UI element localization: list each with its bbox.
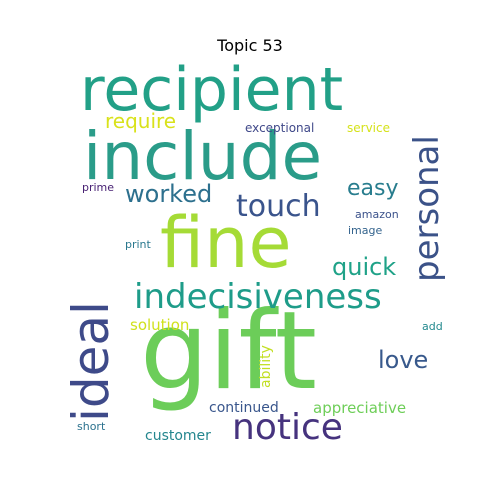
word-include: include — [83, 118, 323, 195]
word-short: short — [77, 420, 106, 433]
word-fine: fine — [160, 202, 292, 284]
word-print: print — [125, 238, 151, 251]
word-service: service — [347, 121, 390, 135]
word-worked: worked — [125, 180, 213, 208]
word-image: image — [348, 224, 383, 237]
word-continued: continued — [209, 400, 279, 416]
word-love: love — [378, 346, 429, 374]
word-prime: prime — [82, 181, 115, 194]
word-recipient: recipient — [80, 55, 344, 125]
chart-title: Topic 53 — [217, 36, 283, 55]
word-require: require — [105, 109, 177, 133]
word-exceptional: exceptional — [245, 121, 315, 135]
word-indecisiveness: indecisiveness — [134, 277, 382, 317]
word-personal: personal — [407, 135, 447, 282]
word-ability: ability — [258, 345, 274, 388]
word-quick: quick — [332, 253, 397, 281]
word-customer: customer — [145, 428, 211, 444]
word-add: add — [422, 320, 443, 333]
word-gift: gift — [140, 289, 318, 414]
word-appreciative: appreciative — [313, 399, 407, 417]
word-touch: touch — [236, 189, 321, 224]
word-amazon: amazon — [355, 208, 399, 221]
word-solution: solution — [130, 316, 190, 334]
word-notice: notice — [232, 407, 343, 448]
word-easy: easy — [347, 176, 399, 201]
word-ideal: ideal — [62, 301, 120, 422]
